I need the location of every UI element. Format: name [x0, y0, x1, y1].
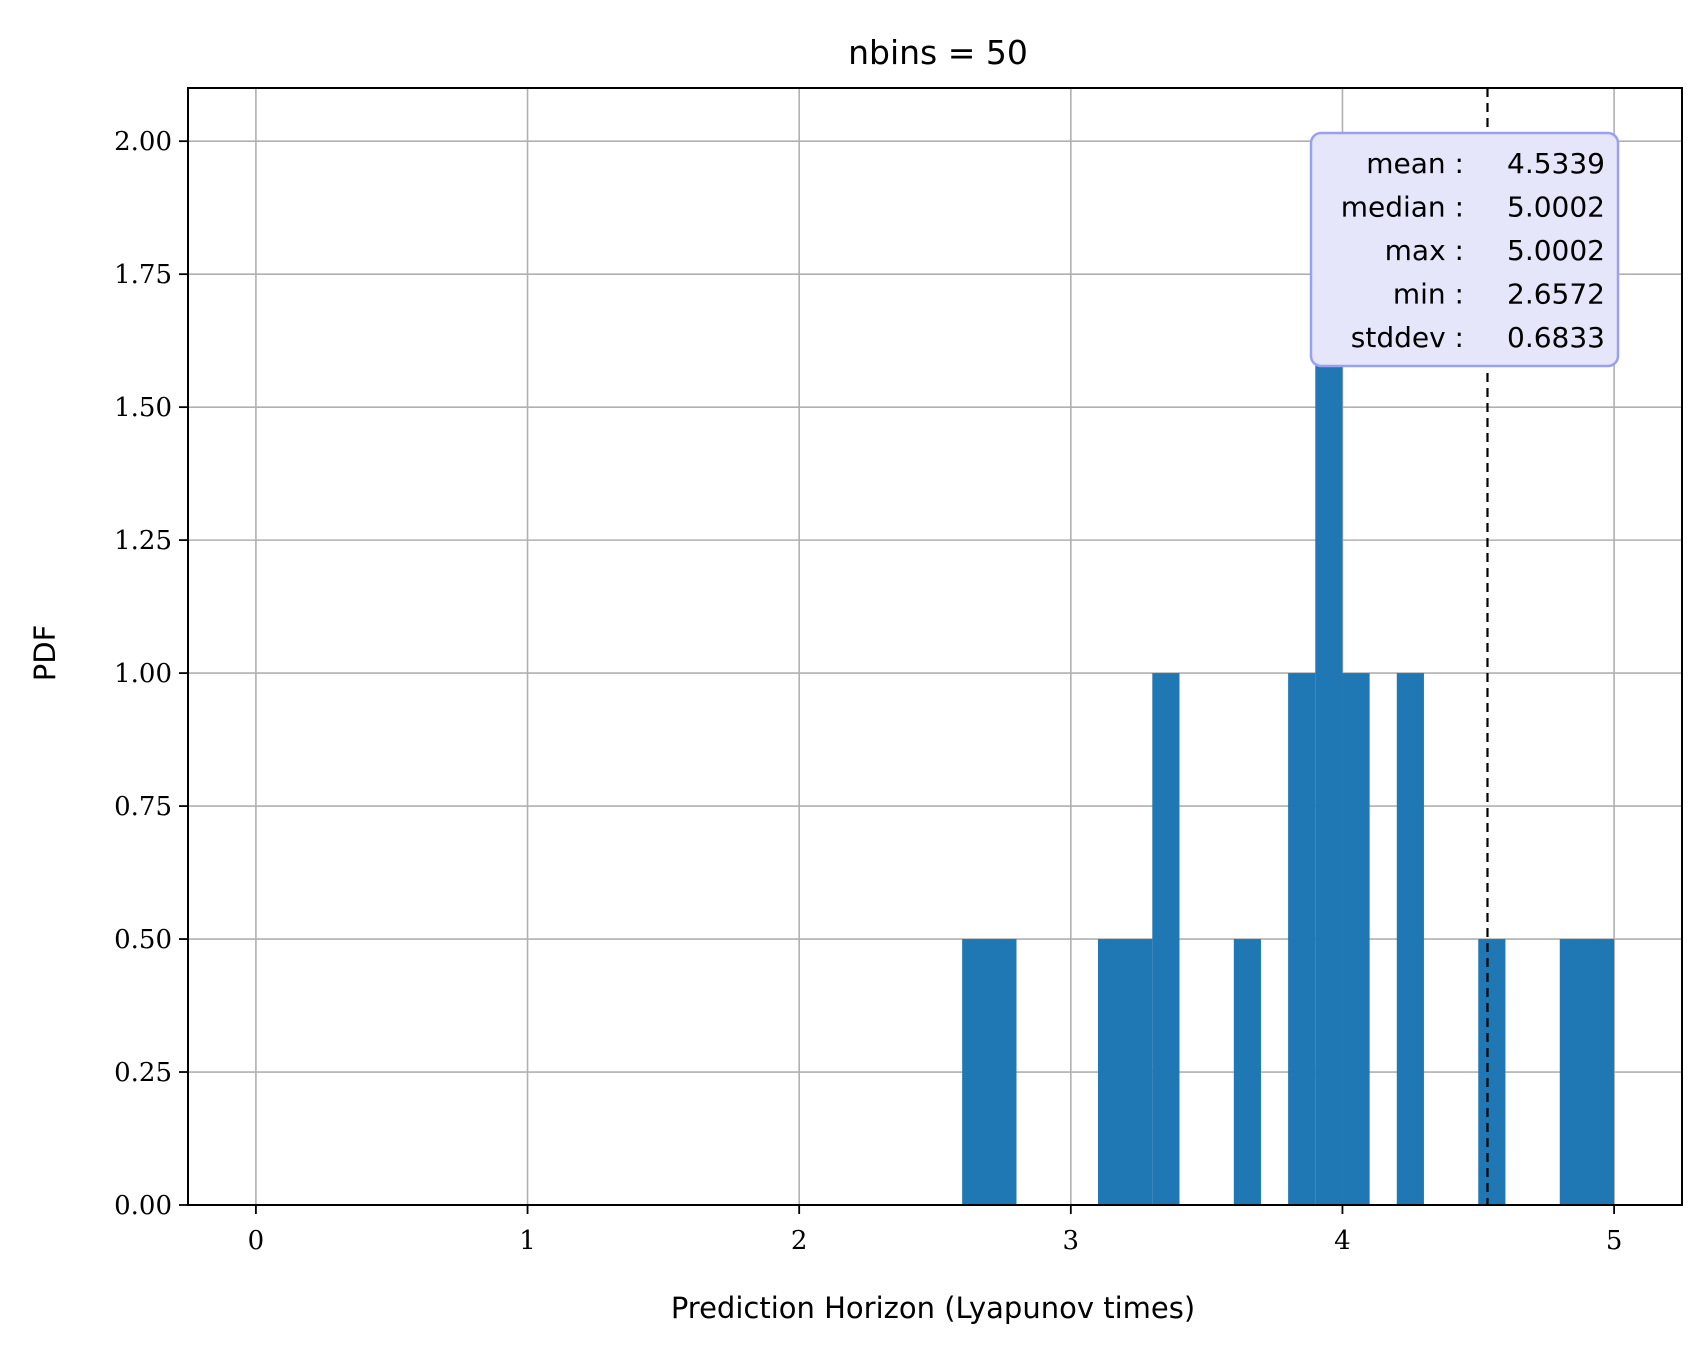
stats-box: mean : 4.5339 median : 5.0002 max : 5.0002 min…	[1309, 131, 1620, 368]
stats-label: min :	[1393, 278, 1464, 311]
y-tick-label: 1.75	[114, 260, 172, 290]
histogram-bar	[1097, 939, 1153, 1205]
plot-frame	[187, 87, 1683, 1206]
histogram-bar	[1478, 939, 1506, 1205]
histogram-bar	[1559, 939, 1615, 1205]
x-axis-label: Prediction Horizon (Lyapunov times)	[671, 1291, 1195, 1325]
stats-box-background	[1309, 131, 1620, 368]
y-tick-label: 0.00	[114, 1191, 172, 1221]
x-tick-label: 5	[1606, 1226, 1623, 1256]
histogram-bar	[1233, 939, 1261, 1205]
histogram-bar	[1288, 673, 1316, 1205]
x-tick-label: 4	[1334, 1226, 1351, 1256]
stats-value: 5.0002	[1507, 234, 1605, 267]
histogram-bar	[1396, 673, 1424, 1205]
histogram-bar	[962, 939, 1017, 1205]
x-tick-label: 1	[519, 1226, 536, 1256]
stats-label: max :	[1385, 234, 1464, 267]
stats-value: 5.0002	[1507, 191, 1605, 224]
y-tick-label: 0.25	[114, 1058, 172, 1088]
stats-label: mean :	[1366, 147, 1464, 180]
stats-value: 0.6833	[1507, 321, 1605, 354]
histogram-bar	[1342, 673, 1370, 1205]
histogram-bar	[1152, 673, 1180, 1205]
y-tick-label: 0.75	[114, 792, 172, 822]
y-tick-label: 2.00	[114, 127, 172, 157]
stats-value: 4.5339	[1507, 147, 1605, 180]
y-tick-label: 1.50	[114, 393, 172, 423]
x-tick-label: 2	[791, 1226, 808, 1256]
y-axis-label: PDF	[28, 625, 62, 682]
chart-title: nbins = 50	[848, 33, 1028, 72]
stats-label: stddev :	[1351, 321, 1464, 354]
y-tick-label: 1.25	[114, 526, 172, 556]
x-tick-label: 3	[1063, 1226, 1080, 1256]
x-tick-label: 0	[248, 1226, 265, 1256]
stats-label: median :	[1341, 191, 1464, 224]
axis-ticks: 0 1 2 3 4 5 0.00 0.25 0.50 0.75 1.00 1.25 1.50 1.75 2.…	[114, 127, 1622, 1256]
y-tick-label: 0.50	[114, 925, 172, 955]
y-tick-label: 1.00	[114, 659, 172, 689]
stats-value: 2.6572	[1507, 278, 1605, 311]
